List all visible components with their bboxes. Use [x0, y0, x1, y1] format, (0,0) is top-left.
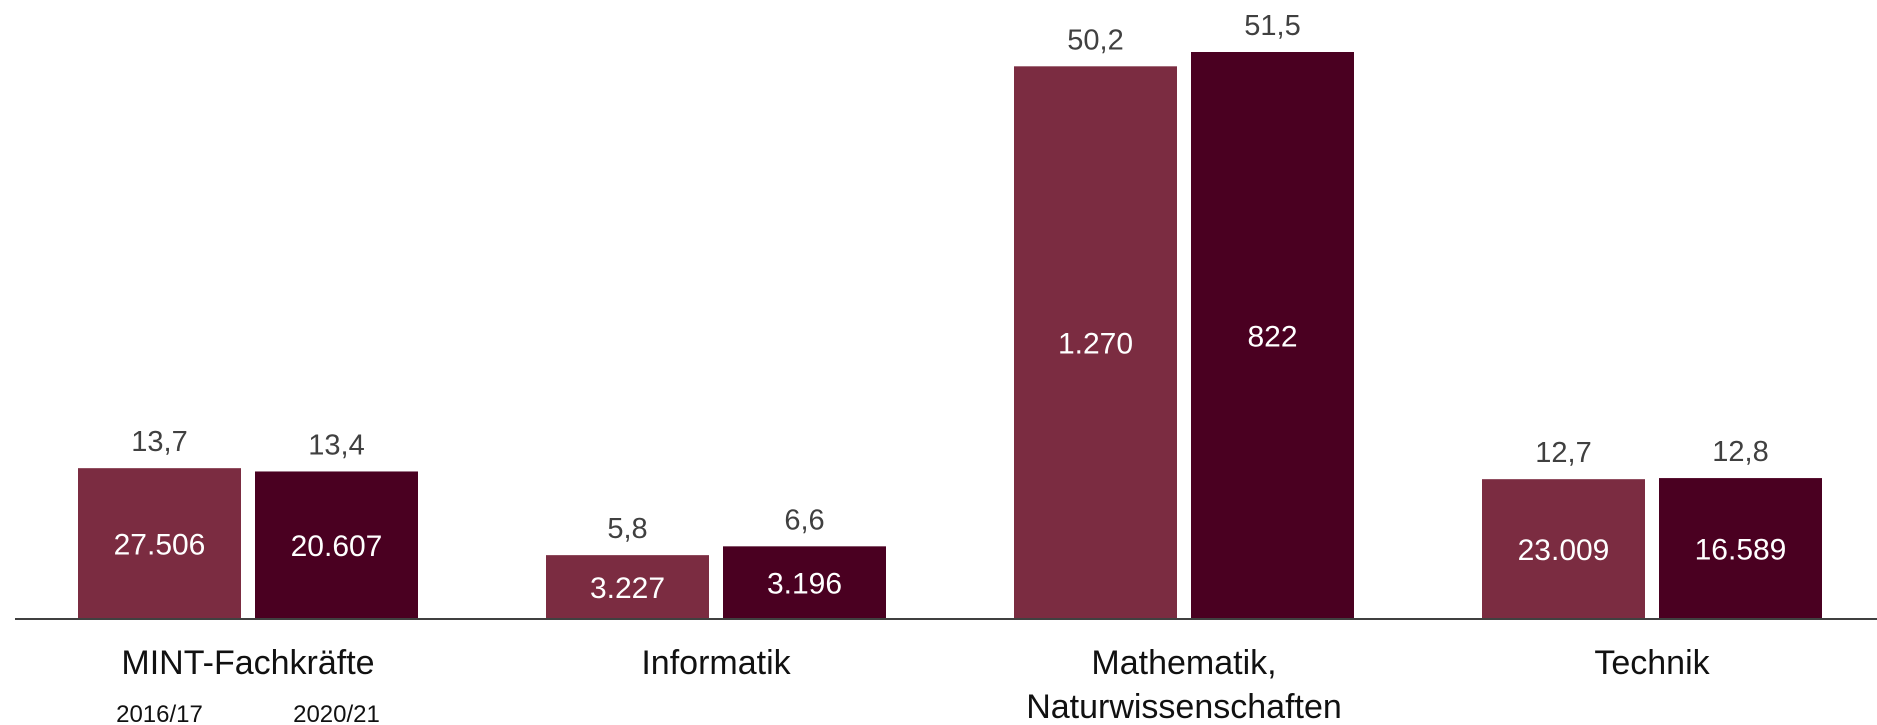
data-label-inside: 20.607: [291, 530, 383, 563]
series-label: 2016/17: [116, 701, 203, 725]
data-label-inside: 23.009: [1518, 534, 1610, 567]
series-label: 2020/21: [293, 701, 380, 725]
category-label: Informatik: [641, 644, 791, 682]
data-label-inside: 822: [1247, 321, 1297, 354]
data-label-inside: 3.227: [590, 572, 665, 605]
data-label-top: 13,7: [131, 426, 187, 458]
data-label-top: 50,2: [1067, 24, 1123, 56]
data-label-top: 5,8: [607, 513, 647, 545]
data-label-inside: 16.589: [1695, 534, 1787, 567]
category-label: Technik: [1594, 644, 1710, 682]
labels-layer: 13,7 27.506 13,4 20.607 5,8 3.227 6,6 3.196 50,2…: [114, 10, 1787, 605]
data-label-inside: 27.506: [114, 529, 206, 562]
bar-series1: [546, 555, 709, 619]
bar-series2: [1191, 52, 1354, 619]
data-label-top: 12,8: [1712, 436, 1768, 468]
data-label-inside: 1.270: [1058, 328, 1133, 361]
bars-layer: [78, 52, 1822, 619]
data-label-top: 6,6: [784, 504, 824, 536]
bar-series2: [723, 546, 886, 619]
data-label-inside: 3.196: [767, 568, 842, 601]
bar-series1: [1014, 66, 1177, 619]
bar-series1: [78, 468, 241, 619]
data-label-top: 12,7: [1535, 437, 1591, 469]
bar-series2: [255, 471, 418, 619]
bar-series1: [1482, 479, 1645, 619]
data-label-top: 13,4: [308, 429, 364, 461]
category-label: Naturwissenschaften: [1026, 688, 1342, 725]
category-label: MINT-Fachkräfte: [121, 644, 374, 682]
axis-layer: MINT-Fachkräfte Informatik Mathematik, Natu…: [15, 618, 1877, 725]
category-label: Mathematik,: [1091, 644, 1276, 682]
bar-series2: [1659, 478, 1822, 619]
data-label-top: 51,5: [1244, 10, 1300, 42]
